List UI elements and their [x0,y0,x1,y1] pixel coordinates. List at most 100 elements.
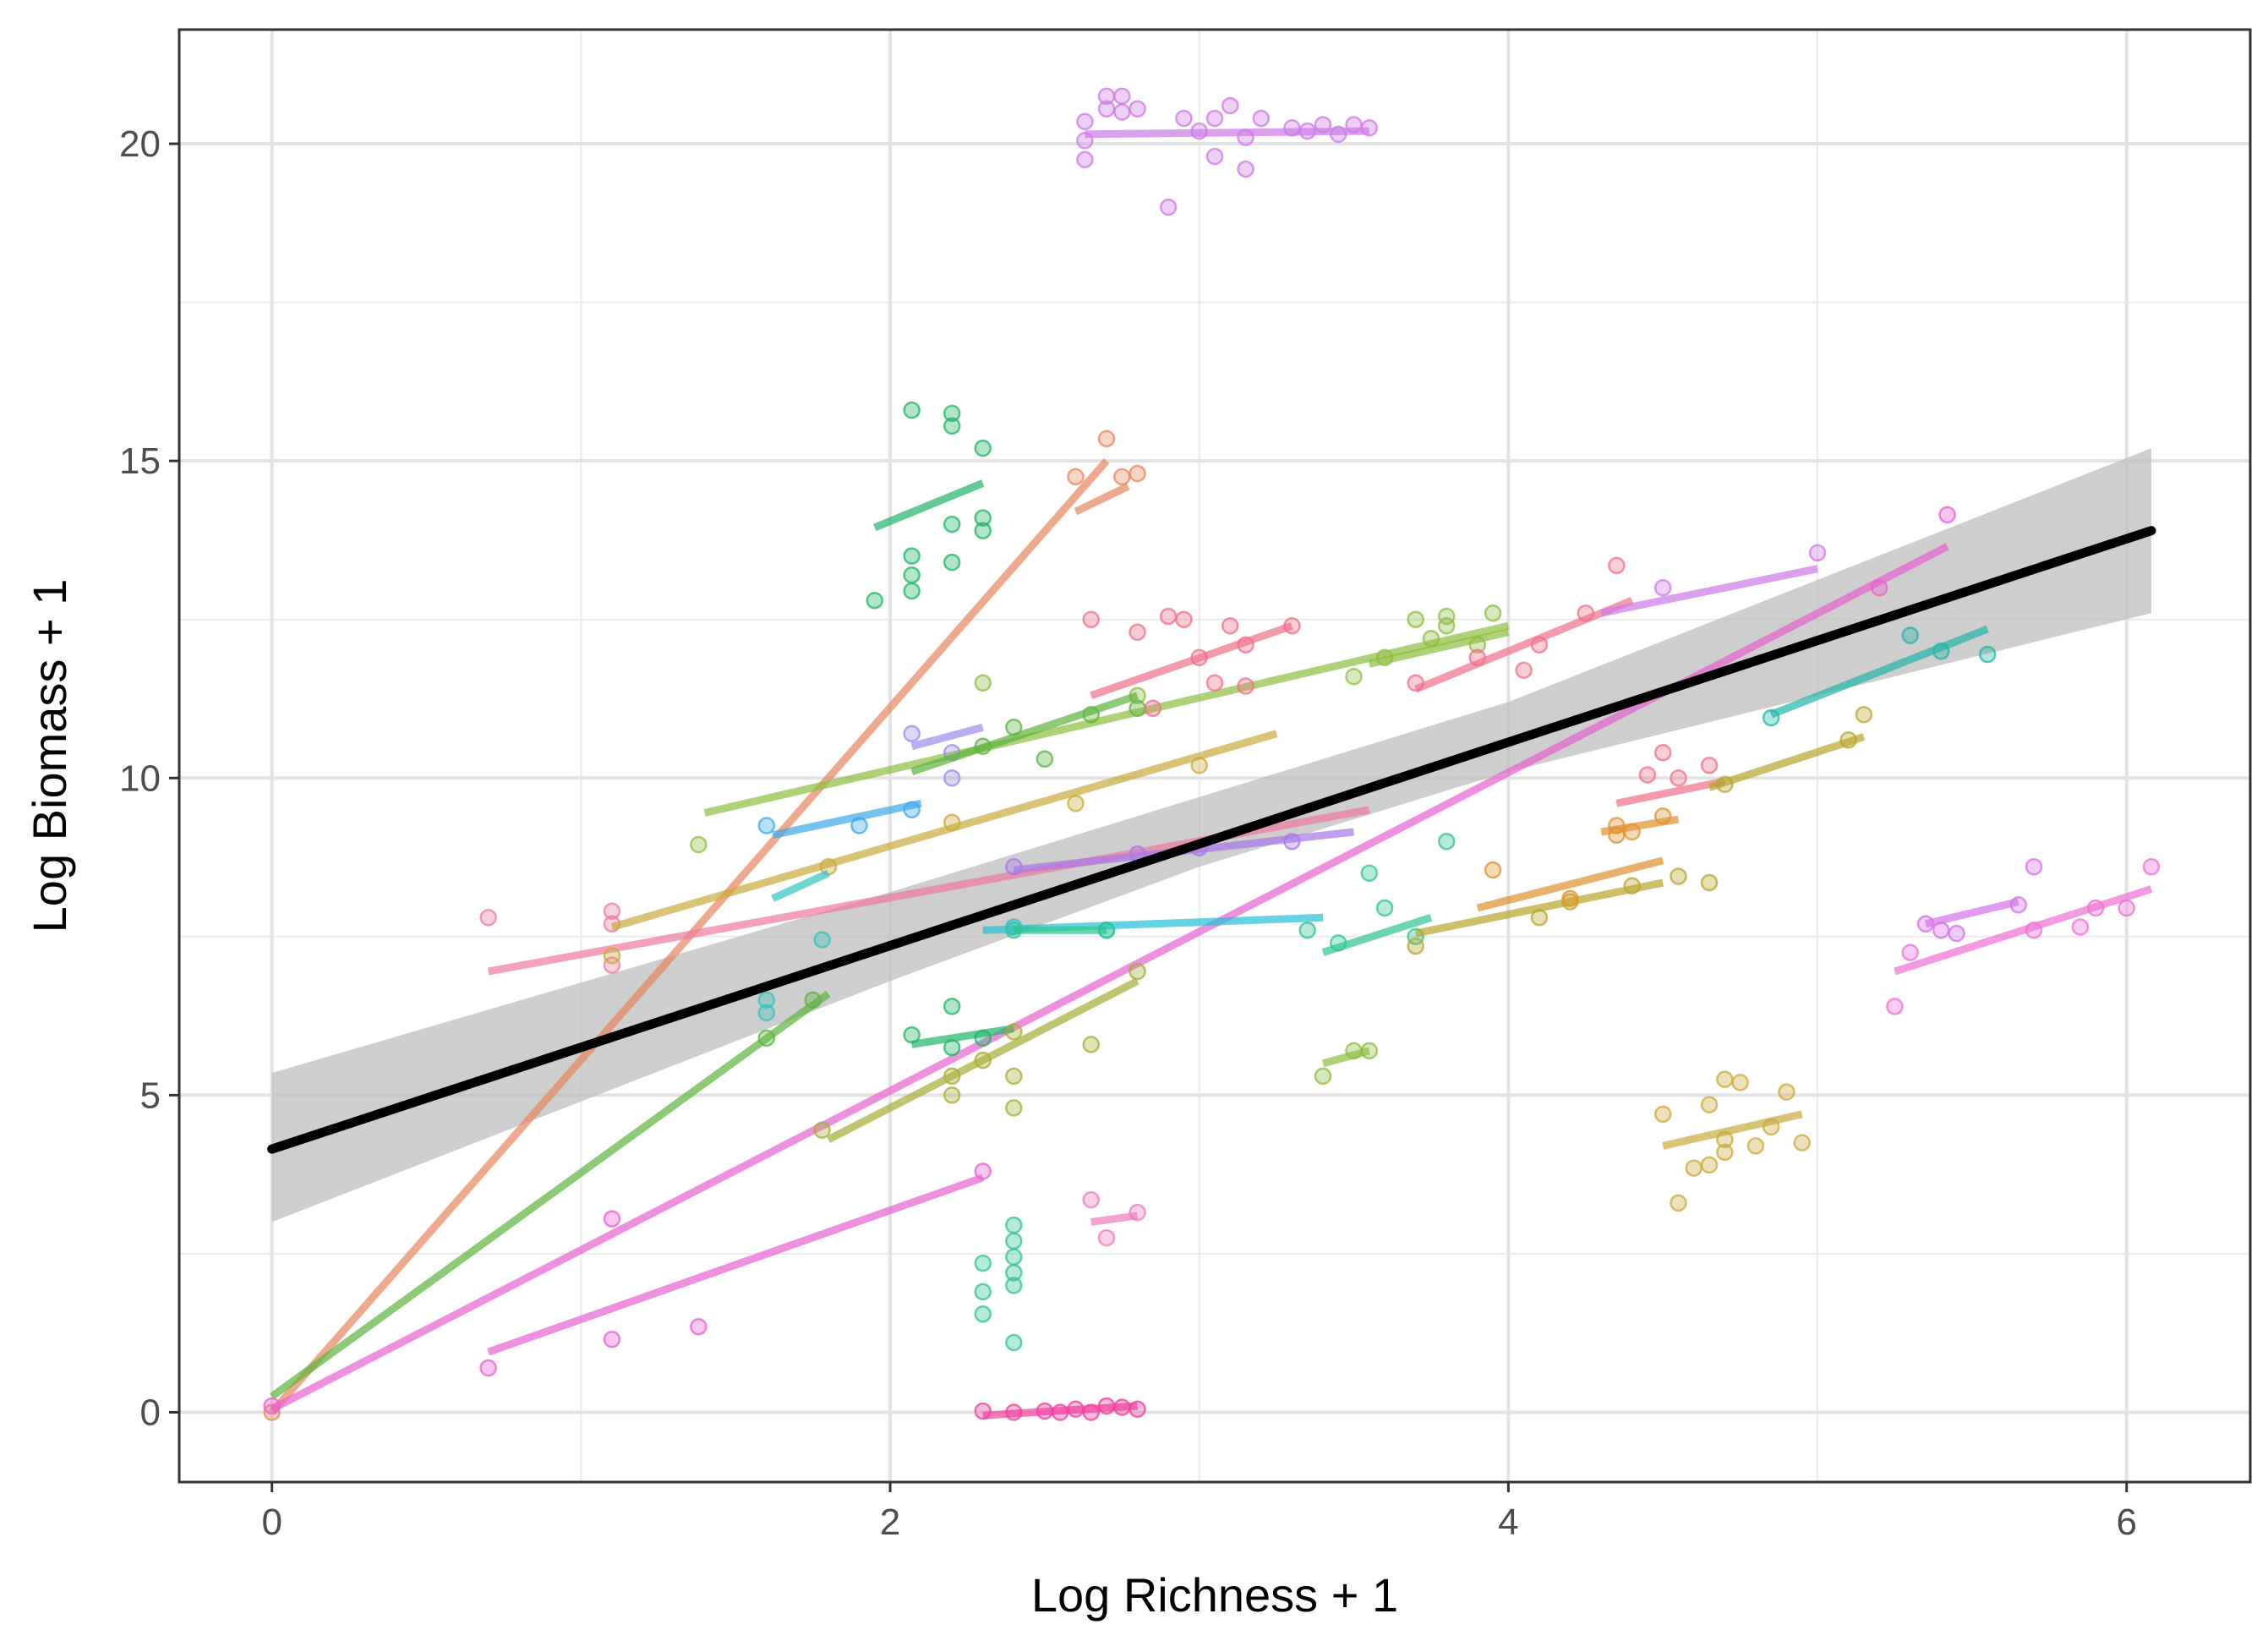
data-point [1793,1134,1812,1151]
data-point [943,769,961,787]
data-point [1948,924,1965,943]
data-point [2118,899,2135,917]
data-point [1129,623,1146,641]
series-fit-line [1924,898,2019,928]
series-fit-line [1769,625,1989,719]
data-point [1298,922,1316,939]
series-group [757,869,831,1022]
series-fit-line [1413,597,1634,693]
data-point [1716,1143,1734,1162]
x-axis-ticks: 0 2 4 6 [261,1482,2137,1543]
series-group [866,401,992,610]
data-point [1375,899,1394,917]
data-point [757,991,776,1009]
data-point [1129,962,1146,981]
y-tick-label: 20 [119,123,161,165]
data-point [974,674,992,692]
series-group [1600,544,1827,617]
data-point [1221,96,1239,115]
series-group [1082,607,1301,717]
data-point [943,515,961,533]
data-point [1901,944,1920,961]
series-group [1368,604,1510,668]
data-point [603,1210,621,1228]
series-fit-line [772,799,922,840]
series-group [903,998,1015,1057]
series-fit-line [1321,1047,1371,1068]
plot-panel [179,30,2250,1482]
data-point [1515,661,1533,679]
data-point [690,1317,708,1336]
data-point [603,902,621,921]
data-point [1886,998,1904,1015]
data-point [1067,795,1085,812]
data-point [1438,833,1456,851]
data-point [1005,1023,1023,1041]
data-point [1097,1228,1116,1247]
data-point [1129,464,1146,483]
series-group [270,990,831,1400]
data-point [1484,861,1502,879]
overall-fit-layer [267,526,2156,1154]
series-group [1314,1042,1379,1086]
data-point [1129,100,1146,118]
series-fit-line [1708,733,1866,791]
data-point [943,553,961,572]
data-point [603,1330,621,1348]
data-point [1205,674,1224,692]
data-point [1778,1083,1795,1101]
data-point [903,566,921,584]
series-fit-line [1476,856,1664,912]
series-group [1886,858,2161,1015]
data-point [1653,578,1672,597]
data-point [1113,103,1131,121]
y-axis-title: Log Biomass + 1 [23,579,76,933]
data-point [974,1305,992,1323]
series-group [1076,87,1379,216]
y-axis-ticks: 0 5 10 15 20 [119,123,179,1433]
data-point [866,591,884,610]
data-point [1700,1156,1719,1174]
series-group [974,1397,1146,1421]
data-point [1082,1036,1100,1053]
data-point [943,417,961,435]
x-axis-title: Log Richness + 1 [1031,1568,1398,1622]
data-point [1685,1159,1703,1177]
data-point [479,909,497,927]
data-point [2025,858,2043,876]
data-point [1252,109,1271,128]
data-point [1653,743,1672,762]
y-tick-label: 15 [119,440,161,482]
data-point [1855,705,1873,724]
series-fit-line [1894,885,2153,976]
data-point [974,1254,992,1272]
data-point [1175,109,1193,128]
data-point [1608,556,1626,575]
series-layer [263,87,2161,1421]
series-group [1082,1190,1146,1247]
data-point [1005,1099,1023,1117]
data-point [1653,1105,1672,1124]
data-point [1082,1190,1100,1209]
data-point [974,439,992,457]
data-point [1670,867,1687,885]
data-point [1407,937,1424,955]
data-point [1746,1137,1765,1155]
data-point [1360,864,1379,883]
data-point [1113,87,1131,106]
series-group [813,962,1146,1143]
series-fit-line [270,990,831,1400]
data-point [479,1359,497,1377]
series-fit-line [1368,628,1510,668]
series-fit-line [1321,914,1433,956]
data-point [1005,1333,1023,1352]
data-point [903,401,921,419]
data-point [757,1004,776,1022]
y-tick-label: 5 [140,1075,161,1116]
data-point [1237,677,1254,695]
data-point [1345,667,1363,686]
x-tick-label: 6 [2116,1502,2136,1543]
series-group [1615,743,1726,807]
